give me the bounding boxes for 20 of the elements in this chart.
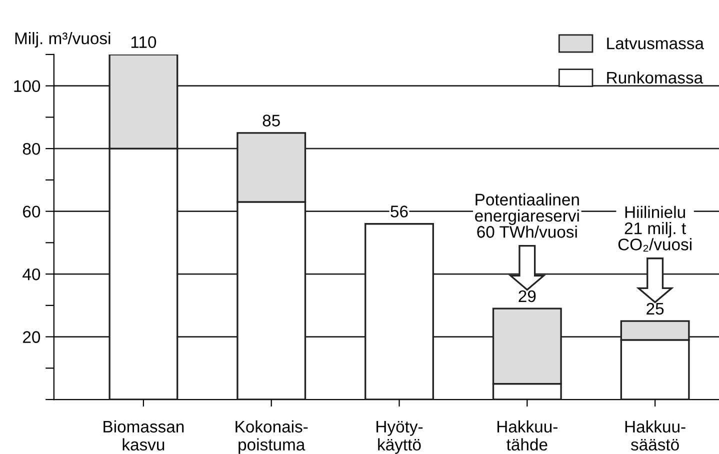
- y-axis-title: Milj. m³/vuosi: [15, 32, 110, 48]
- y-tick-label: 40: [22, 268, 40, 280]
- legend-label: Runkomassa: [607, 71, 704, 84]
- total-label: 85: [262, 114, 280, 126]
- total-label: 25: [646, 302, 664, 315]
- x-tick-label: Biomassan kasvu: [104, 420, 184, 451]
- total-label: 56: [390, 206, 408, 218]
- x-tick-label: Hakkuu- tähde: [497, 420, 558, 451]
- y-tick-label: 80: [22, 142, 40, 155]
- x-tick-label: Kokonais- poistuma: [236, 420, 308, 454]
- total-label: 29: [518, 290, 536, 302]
- annotation: Hiilinielu 21 milj. t CO₂/vuosi: [618, 206, 692, 252]
- y-tick-label: 60: [23, 206, 40, 218]
- legend-label: Latvusmassa: [607, 38, 704, 50]
- annotation: Potentiaalinen energiareservi 60 TWh/vuosi: [475, 193, 579, 238]
- y-tick-label: 20: [23, 331, 40, 343]
- y-tick-label: 100: [14, 80, 40, 92]
- total-label: 110: [131, 36, 156, 48]
- x-tick-label: Hyöty- käyttö: [376, 420, 423, 454]
- x-tick-label: Hakkuu- säästö: [625, 420, 686, 451]
